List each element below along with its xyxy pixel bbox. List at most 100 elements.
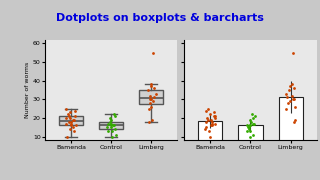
Point	[209, 118, 214, 121]
Point	[207, 130, 212, 132]
Point	[207, 113, 212, 116]
Point	[147, 120, 152, 123]
Point	[108, 124, 113, 127]
Point	[212, 117, 218, 120]
Point	[112, 115, 117, 118]
Point	[64, 135, 69, 138]
Point	[287, 89, 292, 91]
Point	[148, 83, 153, 86]
Point	[151, 87, 156, 90]
Point	[247, 124, 252, 127]
Point	[210, 120, 215, 123]
Point	[73, 109, 78, 112]
Bar	[238, 125, 262, 155]
Point	[291, 98, 296, 101]
Point	[148, 94, 153, 97]
Point	[286, 102, 291, 105]
Point	[72, 118, 77, 121]
Point	[203, 128, 208, 131]
Point	[284, 92, 289, 95]
Point	[251, 122, 256, 125]
Point	[212, 122, 218, 125]
Point	[287, 85, 292, 88]
Point	[291, 120, 296, 123]
Point	[293, 118, 298, 121]
Point	[248, 120, 253, 123]
Point	[250, 113, 255, 116]
Point	[251, 122, 256, 125]
Point	[64, 117, 69, 120]
Point	[150, 100, 156, 103]
PathPatch shape	[59, 116, 83, 125]
Point	[252, 115, 257, 118]
Point	[111, 113, 116, 116]
PathPatch shape	[139, 89, 164, 104]
Point	[148, 98, 154, 101]
Point	[105, 126, 110, 129]
Bar	[198, 121, 222, 155]
Point	[244, 124, 250, 127]
Point	[246, 126, 251, 129]
Point	[247, 118, 252, 121]
Point	[205, 117, 210, 120]
Point	[204, 126, 209, 129]
Point	[288, 100, 293, 103]
Point	[290, 94, 295, 97]
Point	[208, 124, 213, 127]
Point	[68, 128, 73, 131]
Point	[284, 96, 290, 99]
Point	[109, 130, 114, 132]
Point	[68, 120, 74, 123]
Point	[153, 92, 158, 95]
Point	[210, 122, 215, 125]
Point	[70, 118, 76, 121]
Point	[148, 105, 153, 108]
Point	[113, 128, 118, 131]
Point	[71, 126, 76, 129]
Point	[68, 122, 74, 125]
Point	[107, 120, 112, 123]
Point	[148, 98, 153, 101]
Point	[65, 113, 70, 116]
Point	[246, 128, 252, 131]
Point	[290, 98, 295, 101]
PathPatch shape	[99, 122, 123, 129]
Point	[292, 105, 297, 108]
Point	[203, 120, 208, 123]
Point	[113, 133, 118, 136]
Point	[211, 111, 216, 114]
Point	[106, 122, 111, 125]
Point	[106, 130, 111, 132]
Point	[244, 130, 249, 132]
Point	[206, 107, 211, 110]
Point	[149, 118, 155, 121]
Point	[110, 135, 115, 138]
Text: Dotplots on boxplots & barcharts: Dotplots on boxplots & barcharts	[56, 13, 264, 23]
Point	[151, 96, 156, 99]
Point	[111, 124, 116, 127]
Point	[251, 117, 256, 120]
Point	[108, 122, 114, 125]
Point	[291, 51, 296, 54]
Point	[248, 130, 253, 132]
Point	[150, 51, 155, 54]
Point	[148, 85, 153, 88]
Point	[251, 133, 256, 136]
Point	[67, 117, 72, 120]
Point	[247, 124, 252, 127]
Point	[64, 122, 69, 125]
Point	[66, 120, 71, 123]
Point	[208, 135, 213, 138]
Point	[211, 115, 216, 118]
Point	[146, 89, 151, 91]
Point	[206, 118, 211, 121]
Point	[204, 109, 209, 112]
Point	[73, 115, 78, 118]
Point	[212, 115, 218, 118]
Point	[68, 111, 73, 114]
Point	[246, 126, 251, 129]
Point	[107, 117, 112, 120]
Point	[108, 118, 114, 121]
Point	[63, 107, 68, 110]
Point	[289, 83, 294, 86]
